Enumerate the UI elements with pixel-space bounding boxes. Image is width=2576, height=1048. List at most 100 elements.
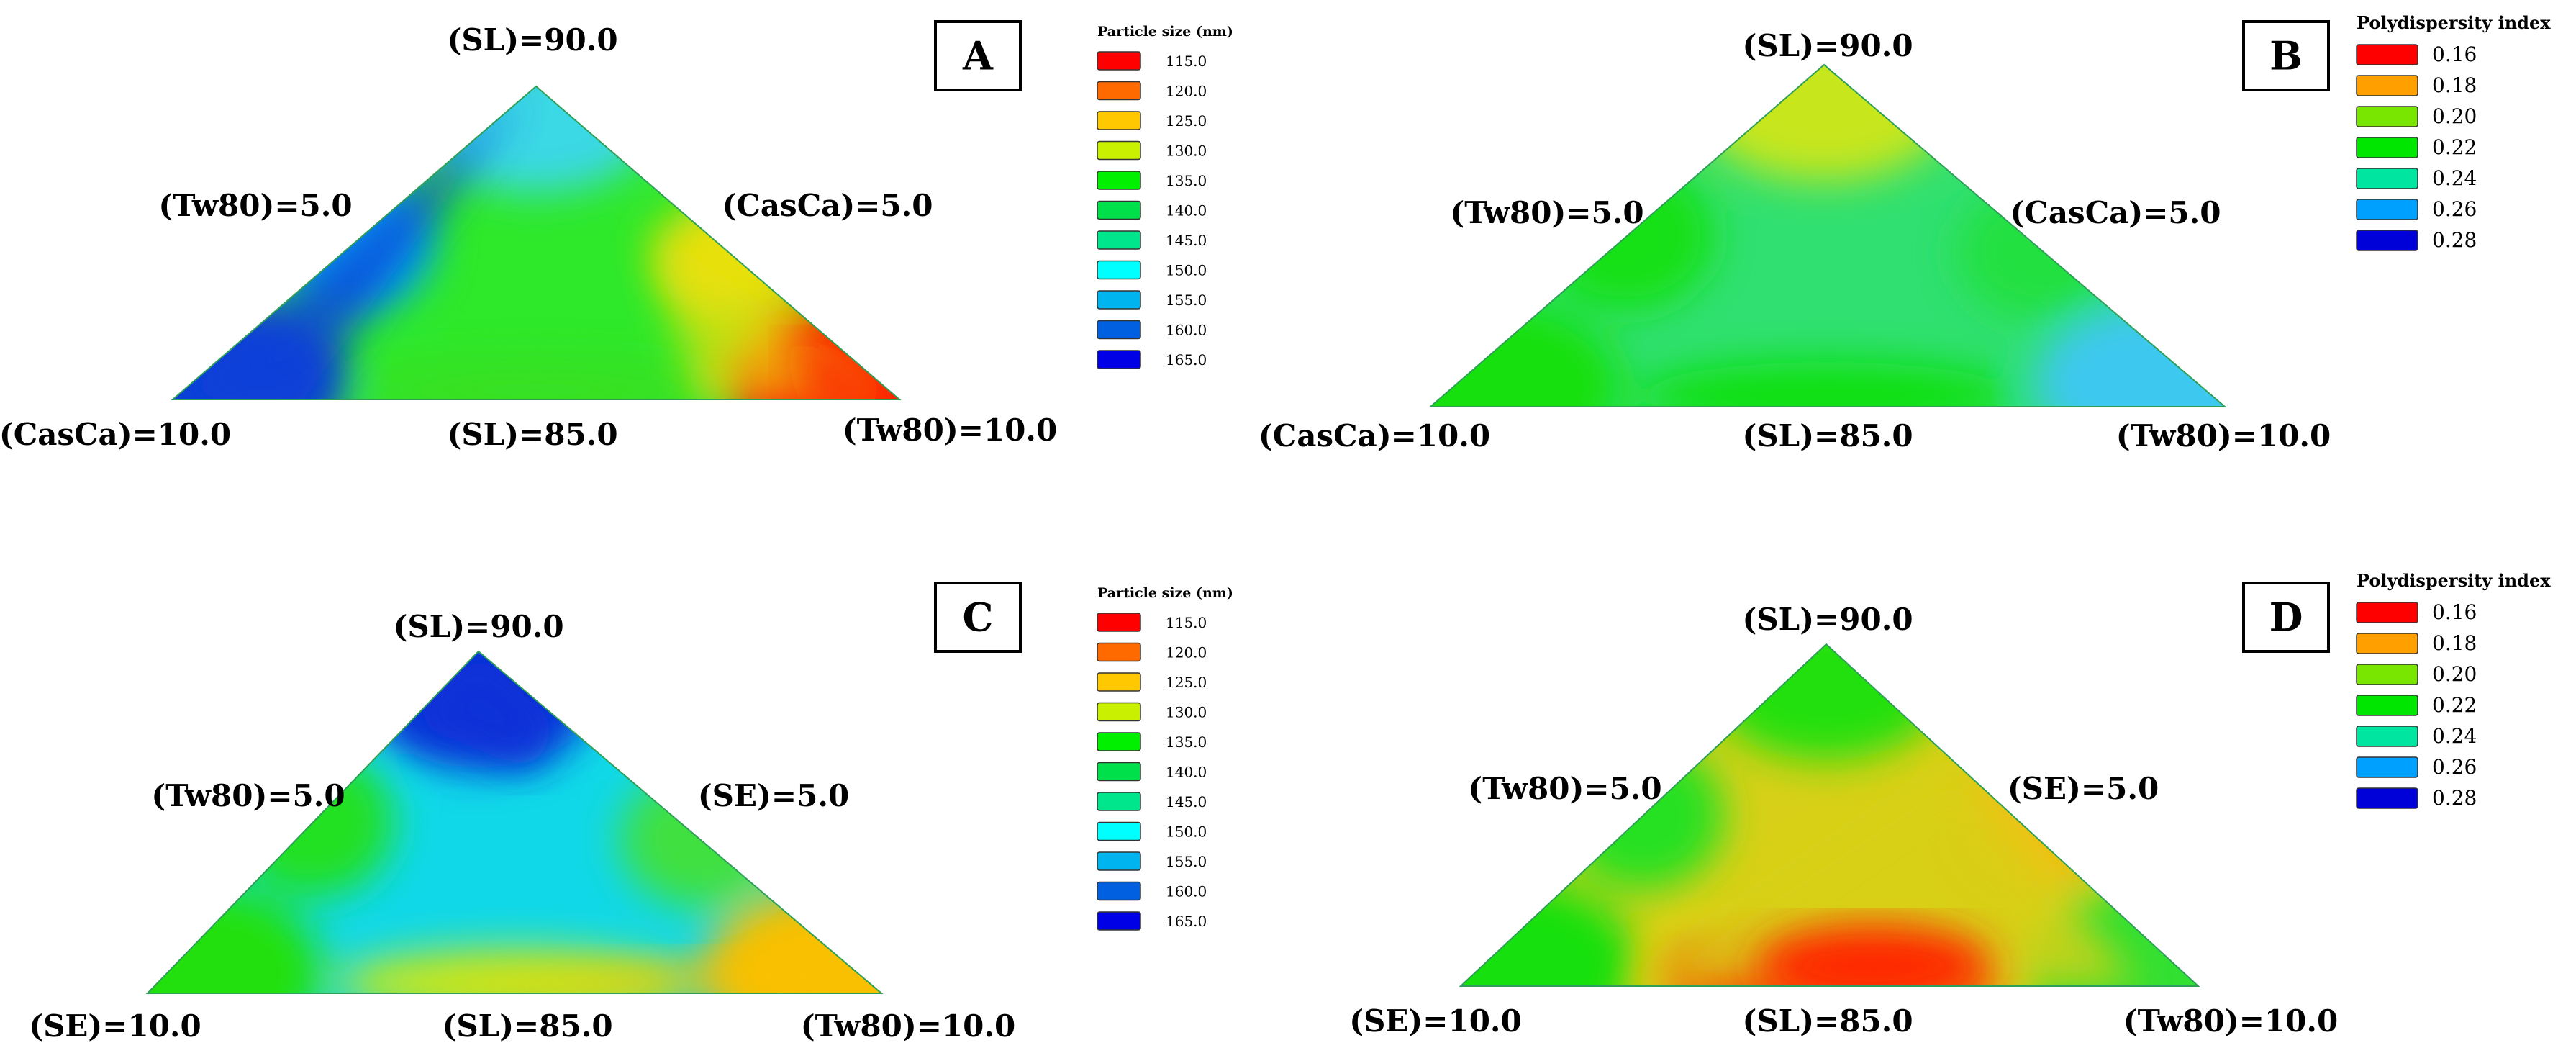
contour-surface [1461, 644, 2198, 986]
triangle-outline [1459, 643, 2200, 987]
panel-letter: C [963, 595, 994, 641]
vertex-label-right: (Tw80)=10.0 [2123, 1003, 2338, 1039]
vertex-label-left: (CasCa)=10.0 [1258, 418, 1490, 453]
yellow-strip [404, 952, 881, 993]
panel-letter-box [934, 582, 1022, 653]
yellow-wedge [1623, 764, 2139, 986]
panel-d: D (SL)=90.0 (SE)=10.0 (Tw80)=10.0 (Tw80)=5.0… [1349, 570, 2551, 1039]
legend: Polydispersity index 0.16 0.18 0.20 0.22 0.24… [2356, 570, 2551, 810]
legend-swatch [1097, 260, 1141, 280]
legend-value: 160.0 [1166, 322, 1207, 339]
panel-letter: D [2269, 595, 2303, 641]
legend-value: 155.0 [1166, 853, 1207, 870]
blue-peak [405, 651, 560, 772]
legend-swatch [1097, 171, 1141, 190]
legend-value: 0.22 [2432, 693, 2477, 717]
legend-swatch [1097, 821, 1141, 841]
edge-label-right: (SE)=5.0 [698, 778, 849, 813]
legend-swatch [1097, 81, 1141, 101]
legend-swatch [1097, 642, 1141, 662]
legend-swatch [2356, 168, 2418, 189]
legend-value: 125.0 [1166, 674, 1207, 691]
legend-title: Polydispersity index [2357, 12, 2551, 33]
edge-label-left: (Tw80)=5.0 [1450, 195, 1643, 230]
legend-swatch [2356, 230, 2418, 251]
legend-value: 0.28 [2432, 228, 2477, 252]
legend-swatch [1097, 111, 1141, 130]
edge-label-left: (Tw80)=5.0 [158, 188, 352, 223]
panel-letter: A [962, 33, 994, 79]
legend-swatch [1097, 140, 1141, 161]
legend-swatch [2356, 137, 2418, 158]
legend-value: 120.0 [1166, 644, 1207, 661]
vertex-label-top: (SL)=90.0 [393, 609, 563, 644]
legend-value: 150.0 [1166, 823, 1207, 841]
red-corner [790, 337, 899, 399]
left-vertex-region [148, 884, 324, 993]
legend-swatch [1097, 613, 1141, 632]
edge-label-right: (CasCa)=5.0 [722, 188, 933, 223]
legend: Polydispersity index 0.16 0.18 0.20 0.22 0.24… [2356, 12, 2551, 252]
legend-swatch [2356, 106, 2418, 127]
panel-a: A (SL)=90.0 (CasCa)=10.0 (Tw80)=10.0 (Tw80)=… [0, 20, 1233, 452]
legend-value: 0.26 [2432, 755, 2477, 779]
vertex-label-right: (Tw80)=10.0 [801, 1008, 1015, 1044]
legend-value: 140.0 [1166, 202, 1207, 220]
vertex-label-right: (Tw80)=10.0 [843, 412, 1057, 448]
legend-value: 0.20 [2432, 662, 2477, 686]
legend-value: 130.0 [1166, 704, 1207, 721]
legend-value: 0.26 [2432, 197, 2477, 221]
panel-b: B (SL)=90.0 (CasCa)=10.0 (Tw80)=10.0 (Tw80)=… [1258, 12, 2551, 453]
legend-swatch [1097, 320, 1141, 340]
vertex-label-left: (SE)=10.0 [1349, 1003, 1522, 1039]
legend-swatch [2356, 602, 2418, 623]
surface-base [1430, 65, 2225, 407]
surface-base [148, 651, 881, 993]
legend-value: 155.0 [1166, 292, 1207, 309]
legend-value: 135.0 [1166, 172, 1207, 189]
legend-value: 150.0 [1166, 262, 1207, 279]
edge-label-right: (CasCa)=5.0 [2010, 195, 2221, 230]
edge-label-left: (Tw80)=5.0 [1468, 771, 1661, 806]
legend-swatch [1097, 881, 1141, 901]
legend-title: Particle size (nm) [1097, 585, 1233, 601]
legend-swatch [1097, 672, 1141, 692]
right-vertex-region [2034, 300, 2225, 407]
legend-swatch [2356, 695, 2418, 716]
vertex-label-top: (SL)=90.0 [1742, 28, 1913, 63]
legend-swatch [1097, 51, 1141, 71]
red-hotspot [1756, 924, 1992, 986]
triangle-outline [171, 85, 902, 400]
legend-value: 145.0 [1166, 232, 1207, 249]
legend-value: 165.0 [1166, 351, 1207, 369]
edge-label-bottom: (SL)=85.0 [1742, 1003, 1913, 1039]
legend-swatch [2356, 633, 2418, 654]
legend-value: 140.0 [1166, 764, 1207, 781]
yellow-band [652, 227, 899, 399]
left-vertex-region [1430, 297, 1621, 407]
legend-value: 0.18 [2432, 73, 2477, 97]
legend-title: Particle size (nm) [1097, 24, 1233, 40]
panel-letter-box [934, 20, 1022, 91]
legend-swatch [2356, 44, 2418, 66]
edge-label-left: (Tw80)=5.0 [151, 778, 345, 813]
legend-value: 0.20 [2432, 104, 2477, 128]
legend: Particle size (nm) 115.0 120.0 125.0 130.0 13… [1097, 24, 1233, 369]
contour-surface [173, 86, 899, 399]
legend-swatch [2356, 664, 2418, 685]
bottom-edge-region [361, 358, 711, 399]
legend: Particle size (nm) 115.0 120.0 125.0 130.0 13… [1097, 585, 1233, 931]
legend-swatch [2356, 787, 2418, 809]
edge-label-right: (SE)=5.0 [2008, 771, 2159, 806]
triangle-outline [145, 650, 884, 994]
legend-value: 0.28 [2432, 786, 2477, 810]
legend-value: 135.0 [1166, 733, 1207, 751]
legend-value: 0.16 [2432, 42, 2477, 66]
legend-value: 0.16 [2432, 600, 2477, 624]
legend-swatch [1097, 732, 1141, 751]
vertex-label-top: (SL)=90.0 [1742, 602, 1913, 637]
legend-swatch [2356, 756, 2418, 778]
edge-label-bottom: (SL)=85.0 [442, 1008, 612, 1044]
contour-surface [1430, 65, 2225, 407]
